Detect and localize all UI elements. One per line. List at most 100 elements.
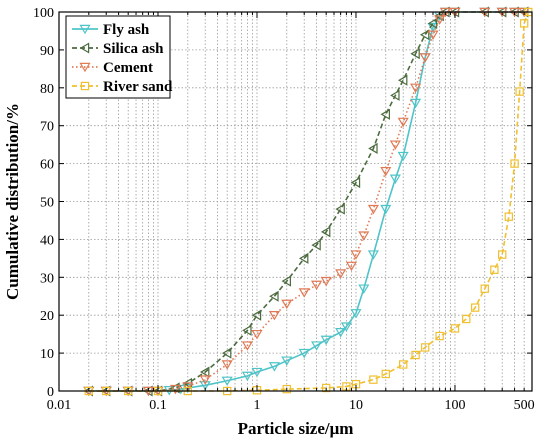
square-marker	[80, 81, 90, 91]
triangle-down-marker	[380, 204, 392, 215]
square-marker	[450, 324, 460, 333]
legend: Fly ash Silica ash Cement River sand	[65, 15, 173, 99]
legend-label: Cement	[103, 60, 153, 76]
tick-labels: 0.01 0.1 1 10 100 500 0 10 20 30 40 50 60 70 80 90 100	[33, 6, 535, 413]
triangle-down-marker	[199, 375, 211, 385]
triangle-down-marker	[389, 174, 401, 184]
y-tick-label: 90	[40, 44, 54, 59]
square-marker	[369, 375, 378, 384]
triangle-left-marker	[199, 366, 210, 378]
triangle-down-marker	[251, 367, 263, 378]
triangle-left-marker	[311, 239, 321, 251]
triangle-down-marker	[251, 329, 263, 340]
square-marker	[462, 314, 471, 324]
legend-label: River sand	[103, 79, 173, 95]
y-tick-label: 10	[40, 347, 54, 362]
square-marker	[519, 19, 529, 28]
triangle-left-marker	[242, 324, 252, 336]
triangle-down-marker	[335, 269, 347, 279]
triangle-left-marker	[390, 89, 400, 101]
y-tick-label: 60	[40, 158, 54, 173]
x-tick-label: 1	[253, 398, 260, 413]
triangle-left-marker	[79, 42, 90, 54]
triangle-left-marker	[368, 142, 378, 154]
triangle-down-marker	[340, 322, 352, 332]
triangle-down-marker	[320, 335, 332, 346]
triangle-down-marker	[427, 30, 439, 40]
triangle-down-marker	[358, 231, 370, 241]
square-marker	[435, 331, 444, 341]
square-marker	[282, 384, 291, 394]
triangle-down-marker	[241, 341, 253, 351]
square-marker	[490, 265, 499, 274]
legend-label: Silica ash	[103, 41, 164, 57]
ticks	[58, 11, 533, 392]
x-tick-label: 500	[514, 398, 535, 413]
triangle-down-marker	[281, 299, 293, 310]
triangle-down-marker	[335, 328, 347, 338]
triangle-left-marker	[427, 17, 438, 29]
square-marker	[381, 369, 390, 379]
triangle-left-marker	[221, 347, 232, 359]
triangle-down-marker	[320, 276, 332, 287]
triangle-left-marker	[298, 252, 309, 264]
y-tick-label: 70	[40, 120, 54, 135]
triangle-down-marker	[298, 348, 310, 359]
y-tick-label: 100	[33, 6, 54, 21]
triangle-down-marker	[434, 15, 446, 25]
square-marker	[470, 303, 480, 312]
triangle-left-marker	[410, 48, 420, 60]
triangle-down-marker	[199, 381, 211, 391]
triangle-down-marker	[221, 376, 233, 387]
triangle-down-marker	[367, 250, 379, 260]
legend-item: Silica ash	[72, 41, 164, 57]
triangle-down-marker	[311, 280, 323, 291]
square-marker	[504, 212, 514, 221]
square-marker	[399, 360, 408, 369]
triangle-down-marker	[268, 311, 280, 321]
square-marker	[411, 350, 420, 360]
triangle-left-marker	[380, 108, 390, 120]
y-tick-label: 20	[40, 309, 54, 324]
legend-item: Fly ash	[72, 22, 150, 38]
triangle-down-marker	[268, 362, 280, 372]
triangle-down-marker	[311, 341, 323, 351]
triangle-left-marker	[251, 309, 262, 321]
triangle-down-marker	[380, 166, 392, 177]
square-marker	[510, 159, 519, 168]
square-marker	[480, 284, 489, 293]
square-marker	[420, 343, 430, 352]
x-tick-label: 100	[444, 398, 465, 413]
triangle-down-marker	[397, 117, 409, 128]
square-marker	[515, 87, 524, 96]
triangle-left-marker	[419, 29, 430, 41]
triangle-left-marker	[281, 275, 291, 287]
y-tick-label: 50	[40, 196, 54, 211]
x-axis-title: Particle size/μm	[238, 419, 354, 438]
square-marker	[498, 250, 507, 259]
triangle-down-marker	[169, 384, 181, 395]
triangle-down-marker	[367, 204, 379, 215]
triangle-down-marker	[241, 371, 253, 382]
x-tick-label: 0.01	[47, 398, 72, 413]
triangle-down-marker	[358, 284, 370, 294]
triangle-down-marker	[410, 98, 422, 109]
triangle-down-marker	[419, 53, 431, 63]
x-tick-label: 10	[349, 398, 363, 413]
triangle-down-marker	[397, 151, 409, 162]
triangle-down-marker	[79, 62, 91, 73]
triangle-down-marker	[79, 24, 91, 35]
legend-label: Fly ash	[103, 22, 150, 38]
y-tick-label: 30	[40, 271, 54, 286]
triangle-down-marker	[350, 309, 362, 319]
legend-item: River sand	[72, 79, 173, 95]
y-tick-label: 80	[40, 82, 54, 97]
series-line	[88, 11, 530, 392]
triangle-left-marker	[320, 226, 331, 238]
triangle-left-marker	[350, 177, 361, 189]
triangle-left-marker	[335, 203, 345, 215]
triangle-left-marker	[397, 74, 408, 86]
series-line	[88, 11, 525, 392]
triangle-down-marker	[345, 261, 357, 272]
triangle-down-marker	[350, 250, 362, 260]
